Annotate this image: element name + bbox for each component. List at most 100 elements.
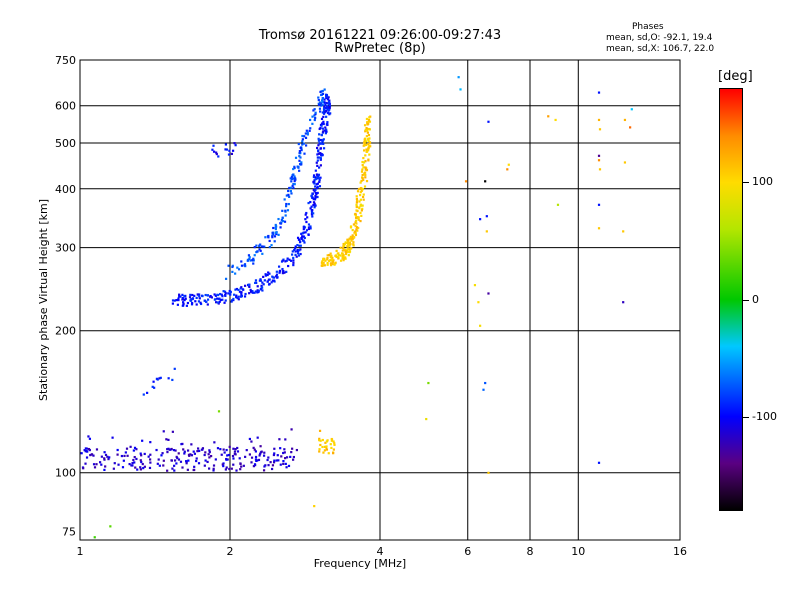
echo-point [231,299,234,302]
echo-point [293,180,296,183]
echo-point [622,230,625,233]
echo-point [185,460,188,463]
echo-point [266,280,269,283]
echo-point [318,178,321,182]
echo-point [195,459,198,463]
echo-point [262,245,265,248]
echo-point [206,298,210,301]
echo-point [284,457,287,460]
echo-point [293,166,296,170]
echo-point [264,236,267,239]
echo-point [223,451,226,454]
echo-point [232,463,235,466]
echo-point [319,147,322,150]
echo-point [310,194,313,197]
x-tick-label: 8 [527,545,534,558]
echo-point [184,297,187,300]
echo-point [143,452,146,456]
echo-point [104,465,107,468]
echo-point [252,446,255,449]
x-tick-label: 6 [464,545,471,558]
echo-point [234,288,237,291]
echo-point [274,223,277,227]
echo-point [252,262,255,265]
echo-point [251,258,254,262]
echo-point [186,468,189,471]
echo-point [203,299,206,302]
echo-point [321,89,324,93]
echo-point [319,164,322,167]
echo-point [229,290,232,293]
echo-point [323,107,326,110]
echo-point [303,226,307,229]
echo-point [322,147,326,150]
echo-point [292,256,295,260]
echo-point [317,102,320,105]
echo-point [314,116,317,120]
echo-point [367,139,370,143]
echo-point [349,243,352,246]
echo-point [357,187,361,191]
echo-point [270,244,273,247]
echo-point [264,274,268,277]
echo-point [133,446,137,449]
echo-point [274,227,277,231]
echo-point [317,152,320,155]
echo-point [294,250,297,253]
echo-point [232,457,235,460]
echo-point [292,455,295,459]
echo-point [260,286,263,289]
echo-point [310,205,313,208]
echo-point [178,295,181,298]
echo-point [352,243,355,246]
echo-point [257,458,261,462]
echo-point [296,252,300,255]
echo-point [554,118,557,122]
echo-point [92,454,95,457]
echo-point [133,461,136,464]
echo-point [326,121,329,124]
echo-point [333,443,336,446]
echo-point [322,112,326,115]
echo-point [295,255,298,258]
echo-point [90,453,94,456]
x-axis-label: Frequency [MHz] [314,557,406,570]
echo-point [231,270,234,273]
echo-point [306,133,309,136]
echo-point [358,200,361,203]
echo-point [318,101,322,104]
echo-point [361,173,364,177]
echo-point [296,244,299,247]
echo-point [301,134,304,138]
echo-point [221,295,224,298]
echo-point [290,177,294,181]
echo-point [205,300,208,303]
echo-point [368,142,372,145]
echo-point [354,212,357,216]
phase-colorbar [719,88,743,511]
echo-point [171,430,174,433]
echo-point [291,250,294,253]
echo-point [280,218,283,222]
echo-point [328,253,331,257]
echo-point [280,260,284,263]
echo-point [305,220,308,224]
echo-point [293,165,296,168]
echo-point [311,215,314,218]
echo-point [366,150,369,153]
echo-point [325,445,328,448]
echo-point [240,286,243,289]
echo-point [166,469,169,472]
echo-point [362,166,365,169]
echo-point [307,227,311,231]
echo-point [233,450,237,453]
echo-point [351,229,354,232]
echo-point [354,219,358,222]
echo-point [197,300,201,303]
echo-point [288,258,291,261]
echo-point [278,270,281,273]
echo-point [253,291,256,294]
echo-point [368,153,371,156]
echo-point [341,246,345,249]
echo-point [286,257,289,260]
